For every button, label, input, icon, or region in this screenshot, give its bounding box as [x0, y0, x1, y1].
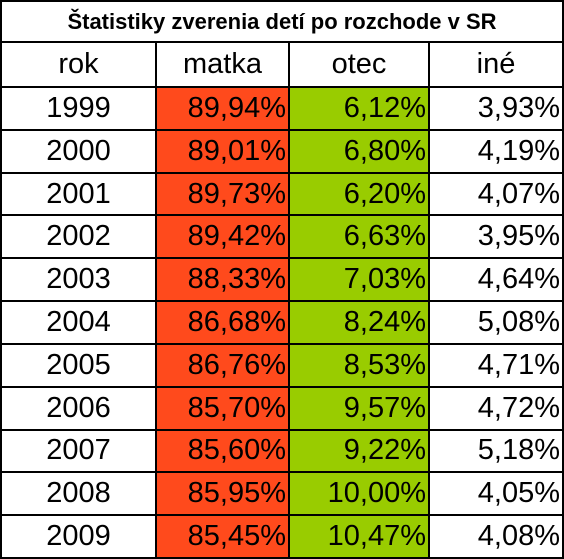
percent-cell: 5,18%	[430, 430, 564, 474]
percent-cell: 4,19%	[430, 130, 564, 174]
percent-cell: 86,68%	[157, 302, 290, 345]
year-cell: 2004	[0, 302, 157, 345]
percent-cell: 88,33%	[157, 259, 290, 303]
header-cell: otec	[290, 43, 430, 88]
percent-cell: 6,20%	[290, 173, 430, 217]
year-cell: 2003	[0, 259, 157, 303]
percent-cell: 3,95%	[430, 216, 564, 260]
year-cell: 2008	[0, 473, 157, 517]
year-cell: 2007	[0, 430, 157, 474]
percent-cell: 6,63%	[290, 216, 430, 260]
year-cell: 2005	[0, 344, 157, 388]
percent-cell: 4,07%	[430, 173, 564, 217]
percent-cell: 86,76%	[157, 344, 290, 388]
percent-cell: 6,12%	[290, 88, 430, 131]
year-cell: 2002	[0, 216, 157, 260]
percent-cell: 4,08%	[430, 516, 564, 559]
percent-cell: 89,01%	[157, 130, 290, 174]
header-cell: iné	[430, 43, 564, 88]
percent-cell: 89,94%	[157, 88, 290, 131]
year-cell: 2006	[0, 387, 157, 431]
percent-cell: 8,24%	[290, 302, 430, 345]
year-cell: 2009	[0, 516, 157, 559]
percent-cell: 3,93%	[430, 88, 564, 131]
header-cell: rok	[0, 43, 157, 88]
percent-cell: 85,60%	[157, 430, 290, 474]
header-cell: matka	[157, 43, 290, 88]
percent-cell: 4,05%	[430, 473, 564, 517]
table-title: Štatistiky zverenia detí po rozchode v S…	[0, 0, 564, 43]
percent-cell: 10,00%	[290, 473, 430, 517]
year-cell: 2000	[0, 130, 157, 174]
year-cell: 2001	[0, 173, 157, 217]
percent-cell: 6,80%	[290, 130, 430, 174]
percent-cell: 4,72%	[430, 387, 564, 431]
percent-cell: 85,70%	[157, 387, 290, 431]
percent-cell: 85,95%	[157, 473, 290, 517]
percent-cell: 8,53%	[290, 344, 430, 388]
percent-cell: 10,47%	[290, 516, 430, 559]
percent-cell: 89,42%	[157, 216, 290, 260]
percent-cell: 85,45%	[157, 516, 290, 559]
percent-cell: 9,22%	[290, 430, 430, 474]
percent-cell: 89,73%	[157, 173, 290, 217]
percent-cell: 5,08%	[430, 302, 564, 345]
percent-cell: 9,57%	[290, 387, 430, 431]
percent-cell: 4,71%	[430, 344, 564, 388]
year-cell: 1999	[0, 88, 157, 131]
percent-cell: 4,64%	[430, 259, 564, 303]
percent-cell: 7,03%	[290, 259, 430, 303]
